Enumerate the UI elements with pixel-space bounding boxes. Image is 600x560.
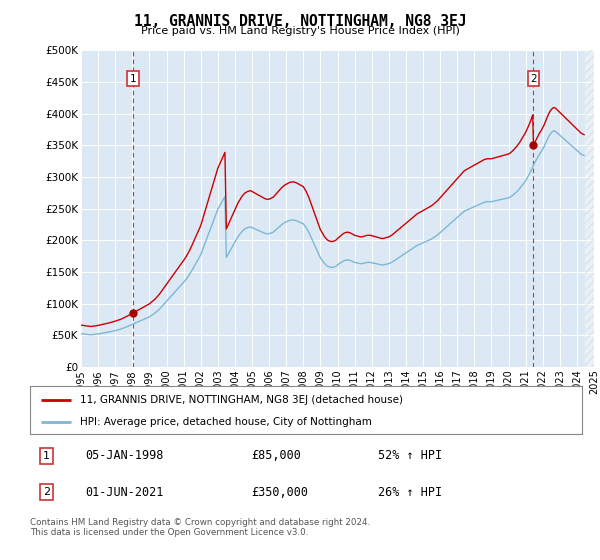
Text: 52% ↑ HPI: 52% ↑ HPI xyxy=(378,449,442,462)
Text: 26% ↑ HPI: 26% ↑ HPI xyxy=(378,486,442,498)
Text: 2: 2 xyxy=(43,487,50,497)
Text: Contains HM Land Registry data © Crown copyright and database right 2024.
This d: Contains HM Land Registry data © Crown c… xyxy=(30,518,370,538)
Text: £350,000: £350,000 xyxy=(251,486,308,498)
Text: 1: 1 xyxy=(43,451,50,461)
Text: HPI: Average price, detached house, City of Nottingham: HPI: Average price, detached house, City… xyxy=(80,417,371,427)
Text: 05-JAN-1998: 05-JAN-1998 xyxy=(85,449,164,462)
Text: 11, GRANNIS DRIVE, NOTTINGHAM, NG8 3EJ: 11, GRANNIS DRIVE, NOTTINGHAM, NG8 3EJ xyxy=(134,14,466,29)
Text: 11, GRANNIS DRIVE, NOTTINGHAM, NG8 3EJ (detached house): 11, GRANNIS DRIVE, NOTTINGHAM, NG8 3EJ (… xyxy=(80,395,403,405)
Text: £85,000: £85,000 xyxy=(251,449,301,462)
Text: Price paid vs. HM Land Registry's House Price Index (HPI): Price paid vs. HM Land Registry's House … xyxy=(140,26,460,36)
Text: 01-JUN-2021: 01-JUN-2021 xyxy=(85,486,164,498)
Text: 2: 2 xyxy=(530,74,537,84)
Text: 1: 1 xyxy=(130,74,136,84)
